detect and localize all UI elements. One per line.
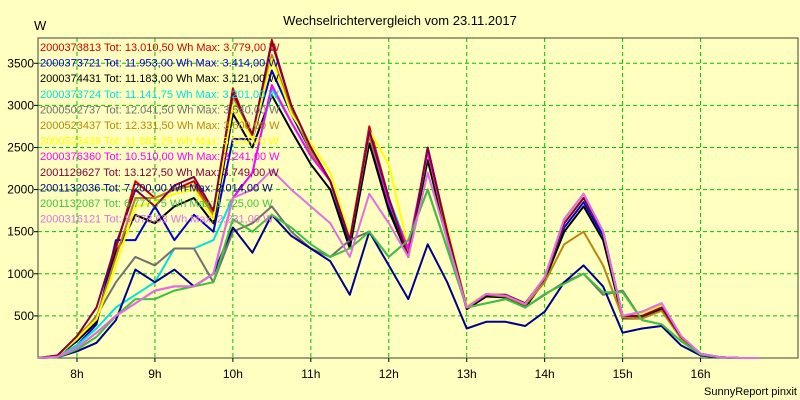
x-tick-label: 10h — [223, 367, 243, 381]
series-line — [37, 188, 759, 359]
y-tick-label: 1500 — [7, 225, 34, 239]
x-tick-label: 9h — [148, 367, 161, 381]
legend-entry: 2001132087 Tot: 6.777,75 Wh Max: 1.725,0… — [40, 198, 273, 210]
legend-entry: 2000373721 Tot: 11.953,00 Wh Max: 3.414,… — [40, 58, 279, 70]
x-tick-label: 16h — [691, 367, 711, 381]
x-tick-label: 14h — [535, 367, 555, 381]
y-tick-label: 2500 — [7, 140, 34, 154]
x-tick-label: 13h — [457, 367, 477, 381]
chart-footer: SunnyReport pinxit — [704, 386, 797, 398]
legend-entry: 2001129627 Tot: 13.127,50 Wh Max: 3.749,… — [40, 167, 279, 179]
x-tick-label: 8h — [70, 367, 83, 381]
y-tick-label: 500 — [14, 309, 34, 323]
series-line — [37, 169, 759, 359]
legend-entry: 2000373813 Tot: 13.010,50 Wh Max: 3.779,… — [40, 42, 280, 54]
legend-entry: 2000523437 Tot: 12.331,50 Wh Max: 3.600,… — [40, 120, 280, 132]
plot-border — [37, 37, 799, 359]
y-tick-label: 1000 — [7, 267, 34, 281]
x-tick-label: 15h — [613, 367, 633, 381]
y-tick-label: 3500 — [7, 56, 34, 70]
legend: 2000373813 Tot: 13.010,50 Wh Max: 3.779,… — [40, 42, 280, 226]
legend-entry: 2000316121 Tot: 8.078,63 Wh Max: 2.231,0… — [40, 214, 274, 226]
legend-entry: 2000502737 Tot: 12.041,50 Wh Max: 3.540,… — [40, 104, 280, 116]
x-tick-label: 11h — [301, 367, 320, 381]
legend-entry: 2000374431 Tot: 11.183,00 Wh Max: 3.121,… — [40, 73, 279, 85]
legend-entry: 2001132036 Tot: 7.200,00 Wh Max: 2.014,0… — [40, 182, 273, 194]
legend-entry: 2000376360 Tot: 10.510,00 Wh Max: 3.241,… — [40, 151, 280, 163]
y-tick-label: 3000 — [7, 98, 34, 112]
series-lines — [37, 38, 759, 359]
y-axis-ticks: 500 1000 1500 2000 2500 3000 3500 — [7, 56, 38, 323]
chart-title: Wechselrichtervergleich vom 23.11.2017 — [283, 13, 517, 28]
y-unit-label: W — [34, 18, 47, 33]
y-tick-label: 2000 — [7, 183, 34, 197]
legend-entry: 2000523439 Tot: 11.882,25 Wh Max: 3.550,… — [40, 136, 279, 148]
legend-entry: 2000373724 Tot: 11.141,75 Wh Max: 3.201,… — [40, 89, 279, 101]
x-tick-label: 12h — [379, 367, 399, 381]
series-line — [37, 213, 759, 359]
x-axis-ticks: 8h 9h 10h 11h 12h 13h 14h 15h 16h — [70, 358, 711, 381]
